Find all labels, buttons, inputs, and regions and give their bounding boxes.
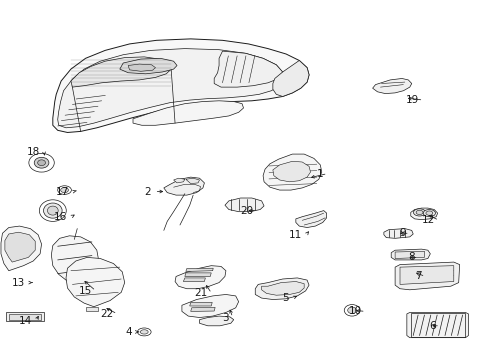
Text: 6: 6 <box>428 321 435 331</box>
Text: 7: 7 <box>414 271 421 282</box>
Text: 20: 20 <box>240 206 253 216</box>
Ellipse shape <box>43 203 62 218</box>
Polygon shape <box>295 211 326 228</box>
Polygon shape <box>410 208 437 220</box>
Circle shape <box>34 157 49 168</box>
Ellipse shape <box>425 211 432 215</box>
Text: 1: 1 <box>316 168 323 179</box>
Text: 17: 17 <box>56 186 69 197</box>
Polygon shape <box>184 273 211 276</box>
Polygon shape <box>390 249 429 260</box>
Text: 12: 12 <box>421 215 434 225</box>
Ellipse shape <box>422 210 434 217</box>
Polygon shape <box>163 177 204 195</box>
Polygon shape <box>9 314 41 320</box>
Ellipse shape <box>58 186 71 194</box>
Polygon shape <box>190 307 215 311</box>
Text: 15: 15 <box>79 286 92 296</box>
Polygon shape <box>272 161 310 182</box>
Polygon shape <box>189 302 212 306</box>
Polygon shape <box>214 51 282 87</box>
Ellipse shape <box>415 210 422 215</box>
Text: 9: 9 <box>398 228 405 238</box>
Text: 2: 2 <box>143 186 150 197</box>
Polygon shape <box>272 60 308 96</box>
Polygon shape <box>182 294 238 318</box>
Polygon shape <box>183 278 205 282</box>
Polygon shape <box>120 58 177 74</box>
Text: 11: 11 <box>288 230 302 240</box>
Polygon shape <box>224 198 264 212</box>
Polygon shape <box>6 312 44 321</box>
Text: 22: 22 <box>100 309 113 319</box>
Text: 18: 18 <box>27 147 40 157</box>
Polygon shape <box>199 316 233 326</box>
Text: 13: 13 <box>12 278 25 288</box>
Polygon shape <box>128 64 155 71</box>
Ellipse shape <box>47 206 58 215</box>
Text: 21: 21 <box>194 288 207 298</box>
Polygon shape <box>185 268 213 271</box>
Polygon shape <box>261 282 304 295</box>
Polygon shape <box>85 307 98 311</box>
Polygon shape <box>394 262 459 290</box>
Ellipse shape <box>137 328 151 336</box>
Polygon shape <box>255 278 308 300</box>
Polygon shape <box>71 57 171 87</box>
Polygon shape <box>175 266 225 289</box>
Polygon shape <box>383 229 412 238</box>
Polygon shape <box>1 226 41 271</box>
Text: 5: 5 <box>281 293 288 303</box>
Circle shape <box>38 160 45 166</box>
Polygon shape <box>394 251 424 258</box>
Polygon shape <box>263 154 321 190</box>
Text: 4: 4 <box>125 327 132 337</box>
Text: 16: 16 <box>54 212 67 222</box>
Polygon shape <box>51 236 99 285</box>
Ellipse shape <box>61 188 68 193</box>
Polygon shape <box>58 49 283 128</box>
Ellipse shape <box>39 200 66 221</box>
Ellipse shape <box>140 330 148 334</box>
Text: 14: 14 <box>19 316 32 326</box>
Text: 8: 8 <box>407 252 414 262</box>
Polygon shape <box>173 178 184 183</box>
Text: 10: 10 <box>348 306 361 316</box>
Text: 3: 3 <box>222 312 228 323</box>
Polygon shape <box>133 101 243 125</box>
Text: 19: 19 <box>406 95 419 105</box>
Polygon shape <box>53 39 308 132</box>
Polygon shape <box>66 257 124 307</box>
Polygon shape <box>5 232 35 262</box>
Polygon shape <box>399 266 453 284</box>
Circle shape <box>347 307 356 314</box>
Circle shape <box>29 153 54 172</box>
Circle shape <box>344 305 359 316</box>
Polygon shape <box>185 178 199 184</box>
Polygon shape <box>372 78 411 94</box>
Ellipse shape <box>412 209 425 216</box>
Polygon shape <box>406 312 468 338</box>
